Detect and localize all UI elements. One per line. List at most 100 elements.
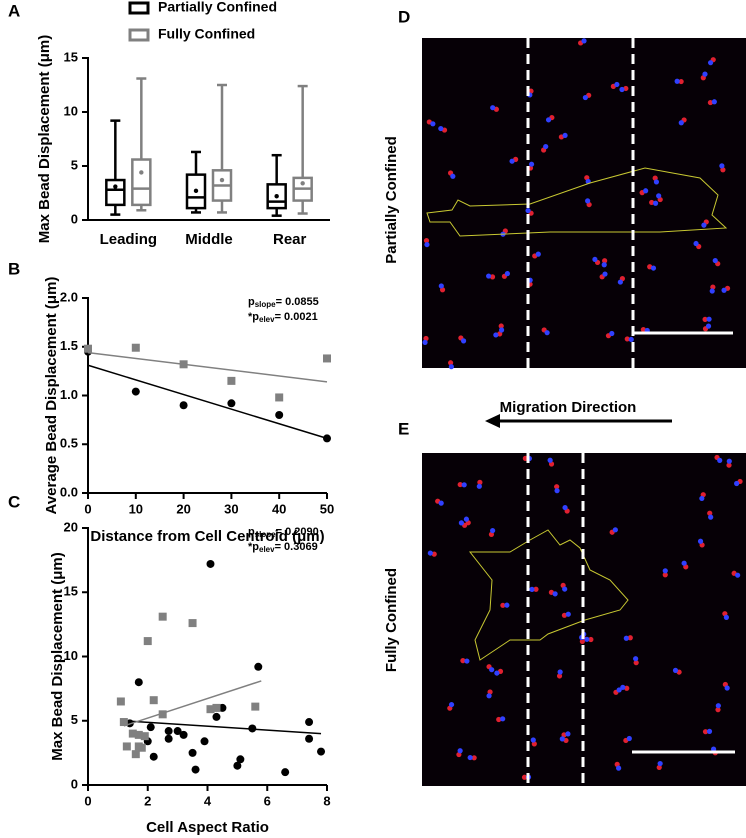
bead [509, 158, 515, 164]
bead [649, 199, 655, 206]
point [275, 411, 284, 419]
bead [619, 86, 625, 93]
annotation-part: = 0.3069 [275, 541, 318, 553]
bead [521, 774, 528, 780]
bead [438, 283, 444, 289]
bead [623, 635, 629, 641]
point [212, 712, 221, 721]
bead [461, 482, 467, 488]
bead [450, 173, 456, 179]
bead [707, 510, 713, 516]
y-tick-label: 0.0 [60, 484, 78, 499]
bead [559, 736, 565, 742]
bead [681, 560, 687, 566]
bead [423, 238, 430, 244]
panel-label: A [8, 1, 20, 20]
point [119, 718, 128, 727]
x-tick-label: 2 [144, 793, 151, 808]
bead [467, 754, 473, 761]
annotation-part: = 0.0021 [275, 311, 318, 323]
point [158, 612, 167, 621]
bead [581, 38, 587, 44]
point [134, 730, 143, 739]
bead [602, 258, 608, 264]
bead [545, 117, 552, 123]
point [164, 727, 173, 736]
legend-label: Partially Confined [158, 0, 277, 15]
bead [616, 765, 622, 771]
annotation-part: elev [259, 545, 275, 554]
bead [528, 161, 535, 167]
point [212, 703, 221, 712]
bead [565, 731, 571, 737]
bead [706, 316, 712, 322]
bead [709, 288, 715, 294]
bead [662, 568, 668, 574]
cell-outline [468, 529, 629, 661]
bead [464, 658, 470, 664]
arrow-head [485, 414, 500, 428]
annotation-part: p [248, 296, 255, 308]
arrow-label: Migration Direction [500, 399, 637, 416]
cell-outline [426, 167, 728, 237]
bead [565, 611, 571, 617]
bead [697, 538, 704, 544]
annotation-part: = 0.0855 [276, 296, 319, 308]
fit-line [87, 351, 328, 383]
bead [584, 636, 590, 642]
bead [633, 660, 639, 666]
point [134, 742, 143, 751]
bead [672, 667, 679, 673]
bead [448, 364, 454, 370]
y-tick-label: 5 [71, 157, 78, 172]
bead [701, 222, 707, 228]
bead [562, 586, 568, 592]
bead [706, 728, 713, 734]
y-tick-label: 2.0 [60, 289, 78, 304]
point [191, 765, 200, 774]
point [236, 755, 245, 764]
y-tick-label: 20 [64, 519, 78, 534]
point [173, 727, 182, 736]
bead [707, 60, 714, 66]
image-label: Partially Confined [383, 136, 400, 264]
bead [652, 200, 659, 206]
bead [585, 198, 591, 204]
point [84, 344, 92, 353]
bead [561, 732, 567, 738]
point [233, 761, 242, 770]
bead [707, 99, 714, 106]
bead [609, 330, 615, 337]
annotation-part: p [248, 526, 255, 538]
y-tick-label: 1.0 [60, 387, 78, 402]
fit-line [123, 680, 262, 727]
bead [471, 755, 477, 761]
annotation: *pelev= 0.3069 [248, 541, 318, 554]
legend-label: Fully Confined [158, 26, 255, 42]
annotation: *pelev= 0.0021 [248, 311, 318, 324]
bead [460, 658, 466, 664]
annotation-part: slope [255, 300, 276, 309]
point [131, 387, 140, 396]
bead [463, 516, 470, 522]
mean [274, 194, 279, 199]
bead [493, 332, 499, 338]
bead [650, 265, 657, 271]
y-axis-label: Max Bead Displacement (μm) [49, 552, 66, 760]
bead [602, 271, 608, 277]
bead [705, 323, 712, 329]
point [323, 354, 331, 363]
mean [139, 170, 144, 175]
bead [624, 336, 630, 342]
point [179, 360, 188, 369]
bead [617, 279, 623, 285]
bead [427, 550, 433, 556]
bead [726, 458, 732, 464]
bead [504, 602, 510, 608]
bead [556, 673, 563, 679]
bead [500, 602, 506, 608]
bead [640, 326, 646, 333]
bead [657, 760, 663, 767]
bead [562, 132, 568, 139]
bead [579, 638, 585, 645]
